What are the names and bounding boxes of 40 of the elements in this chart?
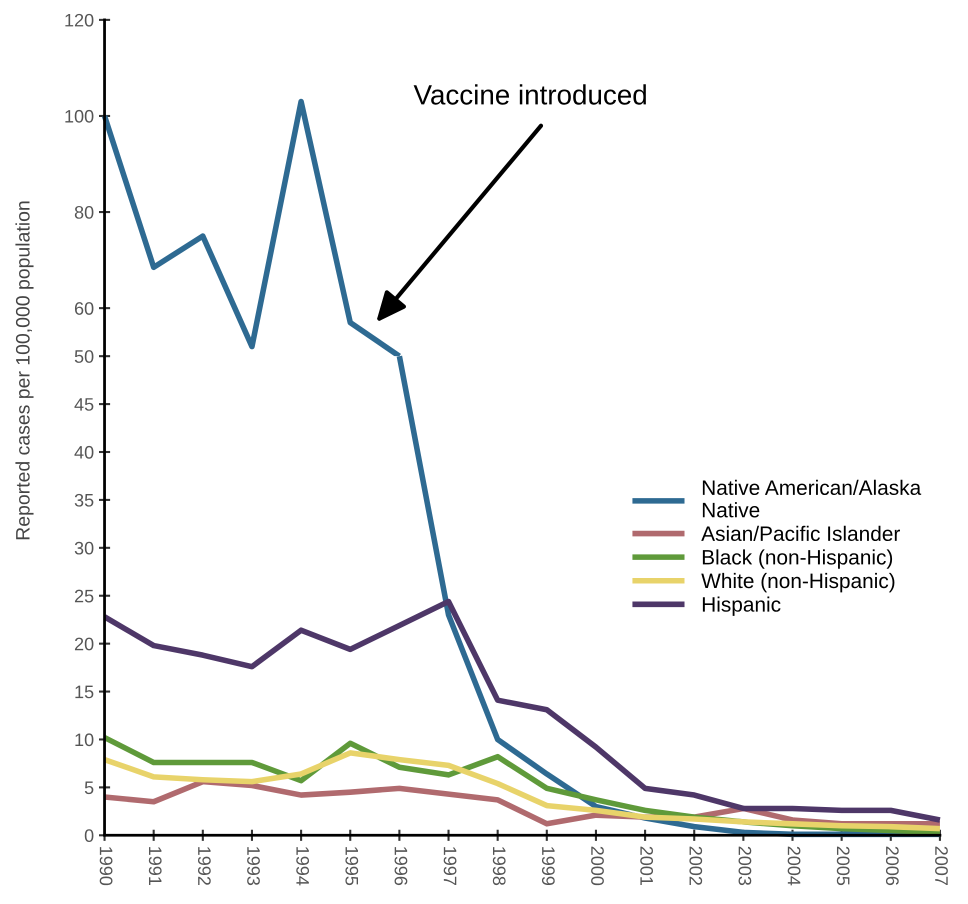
y-tick-label: 30 <box>74 542 94 555</box>
y-tick-label: 0 <box>84 829 94 842</box>
x-tick-label: 1999 <box>542 847 555 886</box>
legend-label: Native American/Alaska Native <box>702 480 922 518</box>
annotation: Vaccine introduced <box>414 84 646 105</box>
x-tick-label: 2002 <box>689 846 702 885</box>
legend-label: Hispanic <box>702 596 781 616</box>
y-tick-label: 25 <box>74 590 94 602</box>
x-tick-label: 2000 <box>591 846 604 886</box>
y-tick-label: 5 <box>84 782 94 794</box>
legend-label: Black (non-Hispanic) <box>702 549 892 569</box>
y-tick-label: 15 <box>75 686 94 698</box>
x-tick-label: 1993 <box>247 847 260 886</box>
y-tick-label: 35 <box>74 494 94 507</box>
x-tick-label: 1997 <box>444 847 456 885</box>
y-tick-label: 45 <box>74 398 94 411</box>
y-tick-label: 80 <box>74 206 94 219</box>
x-tick-label: 2001 <box>640 846 654 885</box>
legend-label: Asian/Pacific Islander <box>701 526 900 542</box>
x-tick-label: 1994 <box>296 847 310 886</box>
x-tick-label: 2004 <box>788 846 800 886</box>
x-tick-label: 1990 <box>100 847 112 886</box>
x-tick-label: 1998 <box>492 847 506 886</box>
y-tick-label: 20 <box>74 638 94 650</box>
y-tick-label: 120 <box>65 14 94 27</box>
x-tick-label: 1995 <box>345 847 358 886</box>
x-tick-label: 2003 <box>738 846 752 886</box>
y-axis-title: Reported cases per 100,000 population <box>15 202 34 540</box>
x-tick-label: 1991 <box>148 847 162 885</box>
y-tick-label: 60 <box>74 302 94 315</box>
y-tick-label: 50 <box>74 350 94 363</box>
legend-label: White (non-Hispanic) <box>701 572 894 592</box>
x-tick-label: 1992 <box>198 847 211 885</box>
x-tick-label: 2007 <box>935 846 948 885</box>
x-tick-label: 2005 <box>836 846 850 886</box>
y-tick-label: 10 <box>75 733 94 746</box>
x-tick-label: 1996 <box>394 847 408 886</box>
y-tick-label: 100 <box>65 110 94 123</box>
y-tick-label: 40 <box>74 446 94 459</box>
x-tick-label: 2006 <box>886 846 899 886</box>
